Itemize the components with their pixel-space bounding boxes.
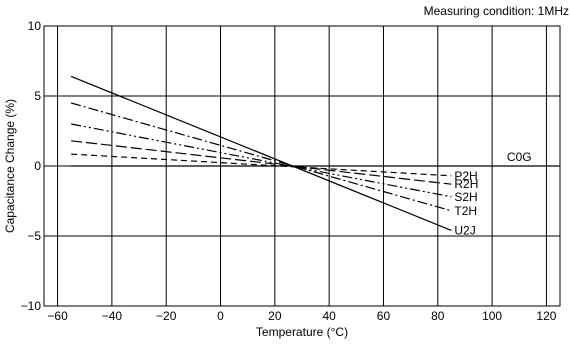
measuring-condition-note: Measuring condition: 1MHz [424, 4, 569, 18]
x-tick-labels: −60 −40 −20 0 20 40 60 80 100 120 [47, 309, 556, 323]
y-tick-labels: −10 −5 0 5 10 [21, 19, 42, 313]
series-line-u2j [70, 75, 452, 231]
series-label-u2j: U2J [454, 223, 475, 237]
series-line-t2h [70, 102, 452, 212]
series-line-r2h [71, 140, 452, 185]
y-tick-label: 0 [34, 159, 41, 173]
x-tick-label: 80 [431, 309, 445, 323]
x-tick-label: 100 [482, 309, 502, 323]
plot-frame [43, 25, 561, 307]
series-line-p2h [71, 153, 452, 177]
y-tick-label: 10 [28, 19, 42, 33]
x-tick-label: 20 [268, 309, 282, 323]
x-tick-label: −20 [156, 309, 177, 323]
series-lines [70, 75, 560, 231]
x-tick-label: 120 [536, 309, 556, 323]
x-tick-label: 0 [217, 309, 224, 323]
x-tick-label: 40 [322, 309, 336, 323]
y-axis-label: Capacitance Change (%) [3, 99, 17, 233]
series-label-s2h: S2H [454, 190, 477, 204]
x-tick-label: −60 [47, 309, 68, 323]
y-tick-label: 5 [34, 89, 41, 103]
series-label-p2h: P2H [454, 169, 477, 183]
x-axis-label: Temperature (°C) [256, 325, 348, 339]
series-label-c0g: C0G [507, 150, 532, 164]
x-tick-label: 60 [377, 309, 391, 323]
x-tick-label: −40 [102, 309, 123, 323]
y-tick-label: −5 [27, 229, 41, 243]
y-tick-label: −10 [21, 299, 42, 313]
series-label-t2h: T2H [454, 204, 477, 218]
series-line-s2h [71, 123, 452, 198]
series-label-r2h: R2H [454, 177, 478, 191]
